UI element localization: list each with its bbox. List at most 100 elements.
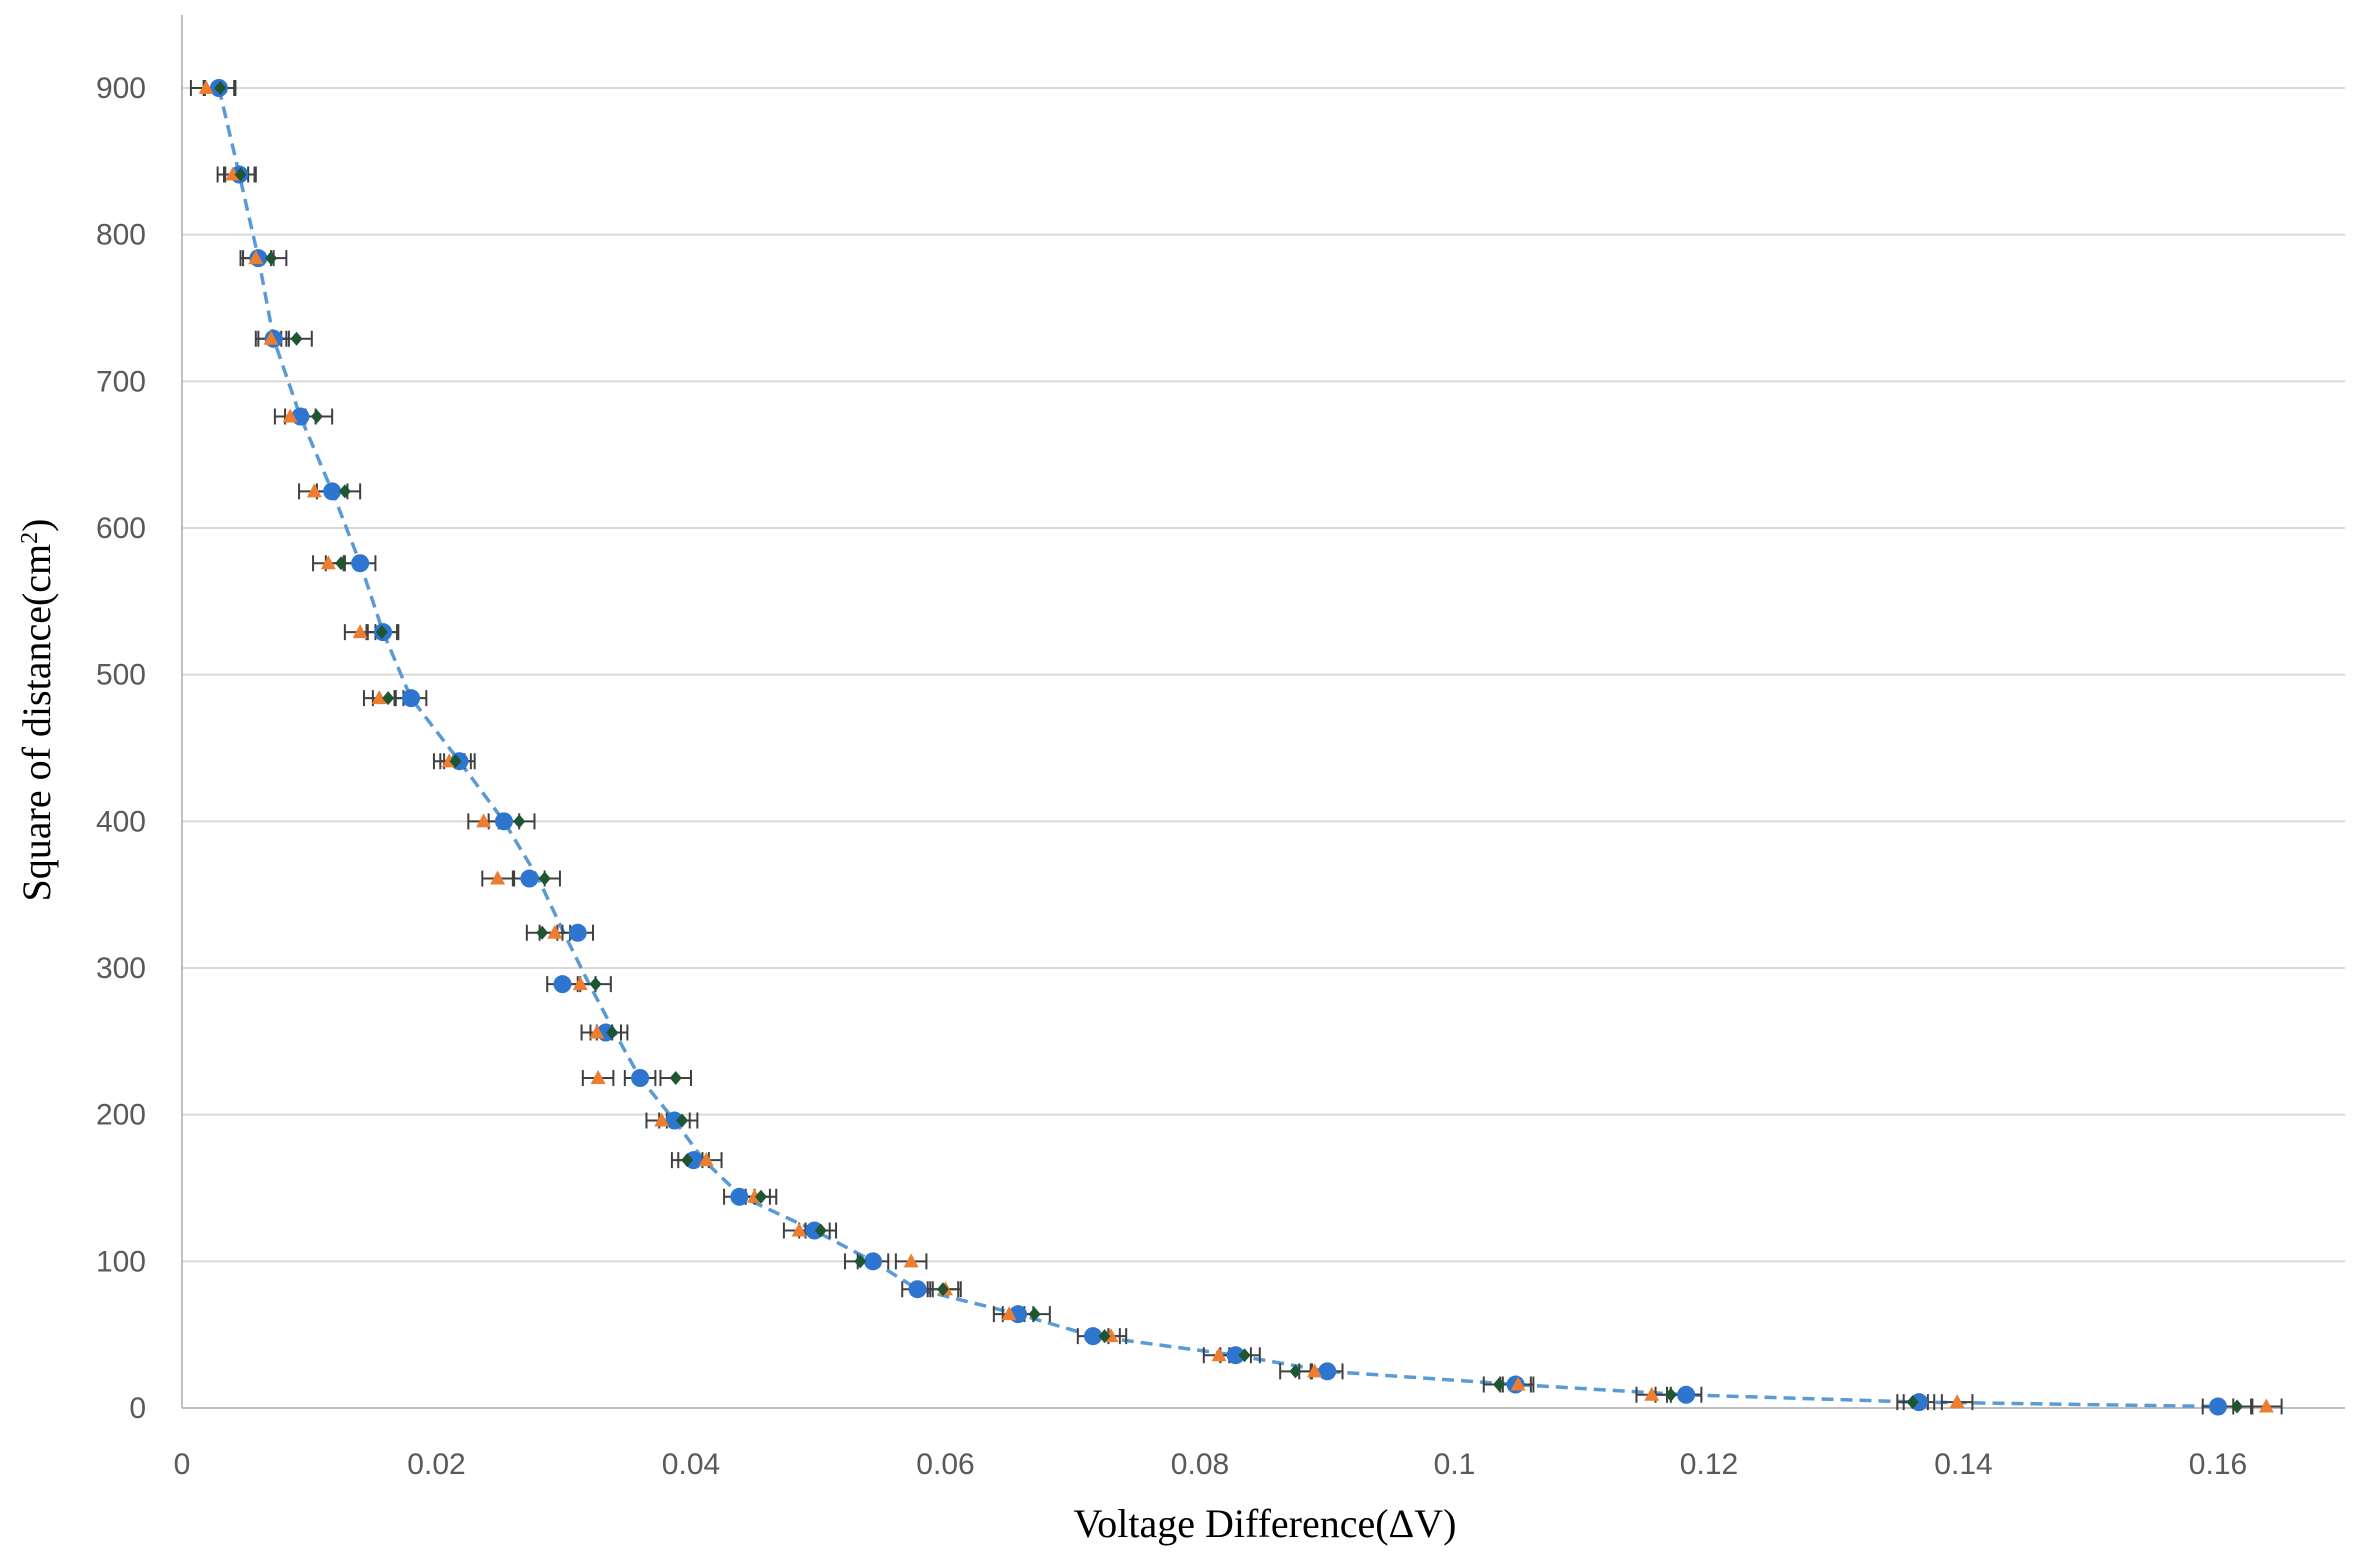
- diamond-marker: [936, 1282, 949, 1297]
- triangle-marker: [698, 1152, 714, 1167]
- diamond-marker: [290, 331, 303, 346]
- y-tick-labels: 0 100 200 300 400 500 600 700 800 900: [96, 72, 146, 1425]
- diamond-marker: [2231, 1399, 2244, 1414]
- circle-marker: [402, 689, 421, 708]
- circle-marker: [1084, 1327, 1103, 1346]
- diamond-marker: [669, 1071, 682, 1085]
- x-tick-label: 0.06: [916, 1448, 974, 1481]
- x-tick-label: 0.04: [662, 1448, 720, 1481]
- diamond-marker: [814, 1223, 827, 1238]
- triangle-marker: [263, 330, 279, 345]
- diamond-marker: [676, 1113, 689, 1128]
- y-axis-title: Square of distance(cm2): [14, 519, 59, 902]
- circle-marker: [553, 975, 572, 994]
- y-tick-label: 400: [96, 805, 146, 838]
- circle-marker: [494, 812, 513, 831]
- diamond-marker: [536, 925, 549, 940]
- diamond-marker: [1289, 1364, 1302, 1379]
- y-tick-label: 600: [96, 512, 146, 545]
- triangle-marker: [248, 250, 264, 265]
- y-tick-label: 0: [129, 1392, 146, 1425]
- triangle-marker: [282, 408, 298, 423]
- triangle-marker: [306, 483, 322, 498]
- circle-marker: [730, 1187, 749, 1206]
- circle-marker: [863, 1252, 882, 1271]
- grid-lines: [182, 87, 2345, 1263]
- triangle-marker: [903, 1253, 919, 1268]
- diamond-marker: [1238, 1348, 1251, 1363]
- circle-marker: [1226, 1346, 1245, 1365]
- triangle-marker: [791, 1222, 807, 1237]
- diamond-marker: [606, 1025, 619, 1040]
- diamond-marker: [754, 1189, 767, 1204]
- triangle-marker: [2258, 1398, 2274, 1413]
- x-tick-label: 0.02: [407, 1448, 465, 1481]
- circle-marker: [908, 1280, 927, 1299]
- diamond-marker: [265, 251, 278, 266]
- triangle-marker: [352, 624, 368, 639]
- circle-marker: [351, 554, 370, 573]
- error-bars: [189, 80, 2283, 1415]
- circle-marker: [2209, 1397, 2227, 1416]
- triangle-marker: [225, 166, 241, 181]
- triangle-marker: [1307, 1363, 1323, 1378]
- diamond-marker: [234, 167, 247, 182]
- diamond-marker: [1493, 1377, 1506, 1392]
- circle-marker: [665, 1111, 684, 1130]
- diamond-marker: [335, 556, 348, 571]
- x-tick-label: 0: [174, 1448, 191, 1481]
- y-tick-label: 300: [96, 952, 146, 985]
- triangle-marker: [476, 813, 492, 828]
- diamond-marker: [449, 754, 462, 769]
- x-tick-label: 0.16: [2189, 1448, 2247, 1481]
- diamond-marker: [375, 625, 388, 640]
- triangle-marker: [547, 924, 563, 939]
- y-axis-title-superscript: 2: [17, 532, 43, 544]
- y-tick-label: 100: [96, 1245, 146, 1278]
- triangle-marker: [1510, 1376, 1526, 1391]
- diamond-marker: [513, 814, 526, 829]
- y-tick-label: 500: [96, 659, 146, 692]
- triangle-marker: [590, 1070, 606, 1084]
- diamond-marker: [854, 1254, 867, 1269]
- diamond-marker: [338, 484, 351, 499]
- x-tick-label: 0.08: [1171, 1448, 1229, 1481]
- diamond-marker: [382, 691, 395, 706]
- diamond-marker: [214, 81, 227, 95]
- circle-marker: [1318, 1362, 1337, 1381]
- triangle-marker: [371, 690, 387, 705]
- triangle-marker: [1001, 1306, 1017, 1321]
- x-tick-label: 0.1: [1434, 1448, 1476, 1481]
- triangle-marker: [572, 976, 588, 991]
- y-axis-title-main: Square of distance(cm: [14, 544, 59, 902]
- diamond-marker: [1906, 1395, 1919, 1410]
- y-tick-label: 700: [96, 365, 146, 398]
- circle-marker: [1677, 1385, 1696, 1404]
- diamond-marker: [1664, 1387, 1677, 1402]
- diamond-marker: [589, 977, 602, 992]
- data-points: [198, 79, 2274, 1416]
- y-tick-label: 200: [96, 1099, 146, 1132]
- diamond-marker: [681, 1153, 694, 1168]
- diamond-marker: [1098, 1329, 1111, 1344]
- triangle-marker: [1211, 1347, 1227, 1362]
- triangle-marker: [320, 555, 336, 570]
- triangle-marker: [490, 870, 506, 885]
- circle-marker: [520, 869, 539, 888]
- triangle-marker: [654, 1112, 670, 1127]
- circle-marker: [568, 923, 587, 942]
- triangle-marker: [1949, 1394, 1965, 1409]
- x-axis-title: Voltage Difference(ΔV): [1074, 1501, 1457, 1546]
- x-tick-labels: 0 0.02 0.04 0.06 0.08 0.1 0.12 0.14 0.16: [174, 1448, 2248, 1481]
- triangle-marker: [1644, 1386, 1660, 1401]
- diamond-marker: [1028, 1307, 1041, 1322]
- x-tick-label: 0.14: [1934, 1448, 1992, 1481]
- diamond-marker: [310, 409, 323, 424]
- diamond-marker: [538, 871, 551, 886]
- triangle-marker: [589, 1024, 605, 1039]
- circle-marker: [323, 482, 342, 501]
- circle-marker: [631, 1069, 650, 1087]
- y-tick-label: 900: [96, 72, 146, 105]
- y-axis-title-end: ): [14, 519, 59, 532]
